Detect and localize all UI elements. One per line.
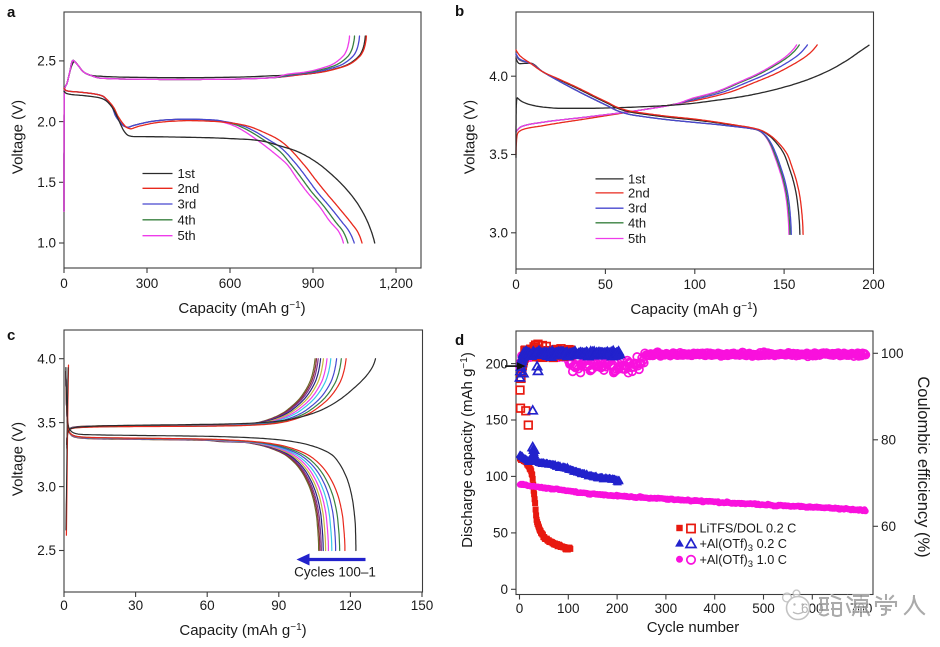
svg-text:3.5: 3.5 [37, 415, 56, 430]
svg-text:0: 0 [60, 598, 68, 613]
svg-text:LiTFS/DOL 0.2 C: LiTFS/DOL 0.2 C [700, 522, 797, 536]
svg-text:4th: 4th [628, 215, 646, 230]
svg-text:300: 300 [655, 601, 678, 616]
svg-text:150: 150 [411, 598, 434, 613]
svg-text:1st: 1st [628, 171, 646, 186]
svg-text:100: 100 [881, 346, 904, 361]
svg-text:Capacity (mAh g−1): Capacity (mAh g−1) [630, 301, 757, 318]
svg-text:0: 0 [500, 582, 508, 597]
svg-text:3.5: 3.5 [489, 147, 508, 162]
svg-text:400: 400 [703, 601, 726, 616]
svg-text:2.5: 2.5 [37, 543, 56, 558]
svg-text:50: 50 [598, 277, 613, 292]
svg-text:900: 900 [302, 276, 325, 291]
svg-text:4th: 4th [178, 212, 196, 227]
svg-text:4.0: 4.0 [489, 69, 508, 84]
svg-text:b: b [455, 3, 464, 20]
svg-text:d: d [455, 332, 464, 349]
svg-text:1st: 1st [178, 166, 196, 181]
svg-text:50: 50 [493, 526, 508, 541]
svg-text:2.5: 2.5 [37, 54, 56, 69]
svg-text:Cycles 100–1: Cycles 100–1 [294, 565, 376, 580]
svg-text:100: 100 [557, 601, 580, 616]
svg-text:1.5: 1.5 [37, 175, 56, 190]
svg-text:Discharge capacity (mAh g−1): Discharge capacity (mAh g−1) [459, 352, 476, 548]
svg-text:Voltage (V): Voltage (V) [10, 422, 27, 496]
svg-text:Capacity (mAh g−1): Capacity (mAh g−1) [178, 300, 305, 317]
svg-text:c: c [7, 327, 15, 344]
svg-text:4.0: 4.0 [37, 351, 56, 366]
svg-text:3rd: 3rd [178, 197, 197, 212]
svg-text:+Al(OTf)3 1.0 C: +Al(OTf)3 1.0 C [700, 553, 787, 570]
svg-text:150: 150 [773, 277, 796, 292]
svg-text:Voltage (V): Voltage (V) [462, 100, 479, 174]
svg-text:30: 30 [128, 598, 143, 613]
svg-text:Coulombic efficiency (%): Coulombic efficiency (%) [914, 376, 932, 557]
svg-text:150: 150 [485, 413, 508, 428]
svg-text:100: 100 [684, 277, 707, 292]
svg-text:90: 90 [271, 598, 286, 613]
svg-text:5th: 5th [628, 231, 646, 246]
svg-text:0: 0 [516, 601, 524, 616]
svg-text:500: 500 [752, 601, 775, 616]
svg-text:+Al(OTf)3 0.2 C: +Al(OTf)3 0.2 C [700, 537, 787, 554]
svg-text:3.0: 3.0 [37, 479, 56, 494]
svg-text:200: 200 [606, 601, 629, 616]
svg-text:120: 120 [339, 598, 362, 613]
svg-text:2nd: 2nd [178, 181, 200, 196]
svg-text:200: 200 [862, 277, 885, 292]
svg-text:200: 200 [485, 356, 508, 371]
svg-text:60: 60 [881, 519, 896, 534]
svg-text:300: 300 [136, 276, 159, 291]
svg-text:1.0: 1.0 [37, 236, 56, 251]
svg-text:600: 600 [219, 276, 242, 291]
svg-text:80: 80 [881, 433, 896, 448]
svg-text:0: 0 [60, 276, 68, 291]
svg-text:5th: 5th [178, 228, 196, 243]
svg-text:3.0: 3.0 [489, 226, 508, 241]
svg-text:0: 0 [512, 277, 520, 292]
svg-text:a: a [7, 4, 16, 21]
svg-text:60: 60 [200, 598, 215, 613]
svg-text:3rd: 3rd [628, 201, 647, 216]
svg-text:Voltage (V): Voltage (V) [10, 100, 27, 174]
svg-text:2.0: 2.0 [37, 114, 56, 129]
svg-text:1,200: 1,200 [379, 276, 413, 291]
svg-text:Cycle number: Cycle number [647, 619, 740, 636]
svg-text:2nd: 2nd [628, 185, 650, 200]
svg-text:100: 100 [485, 469, 508, 484]
svg-text:Capacity (mAh g−1): Capacity (mAh g−1) [179, 622, 306, 639]
